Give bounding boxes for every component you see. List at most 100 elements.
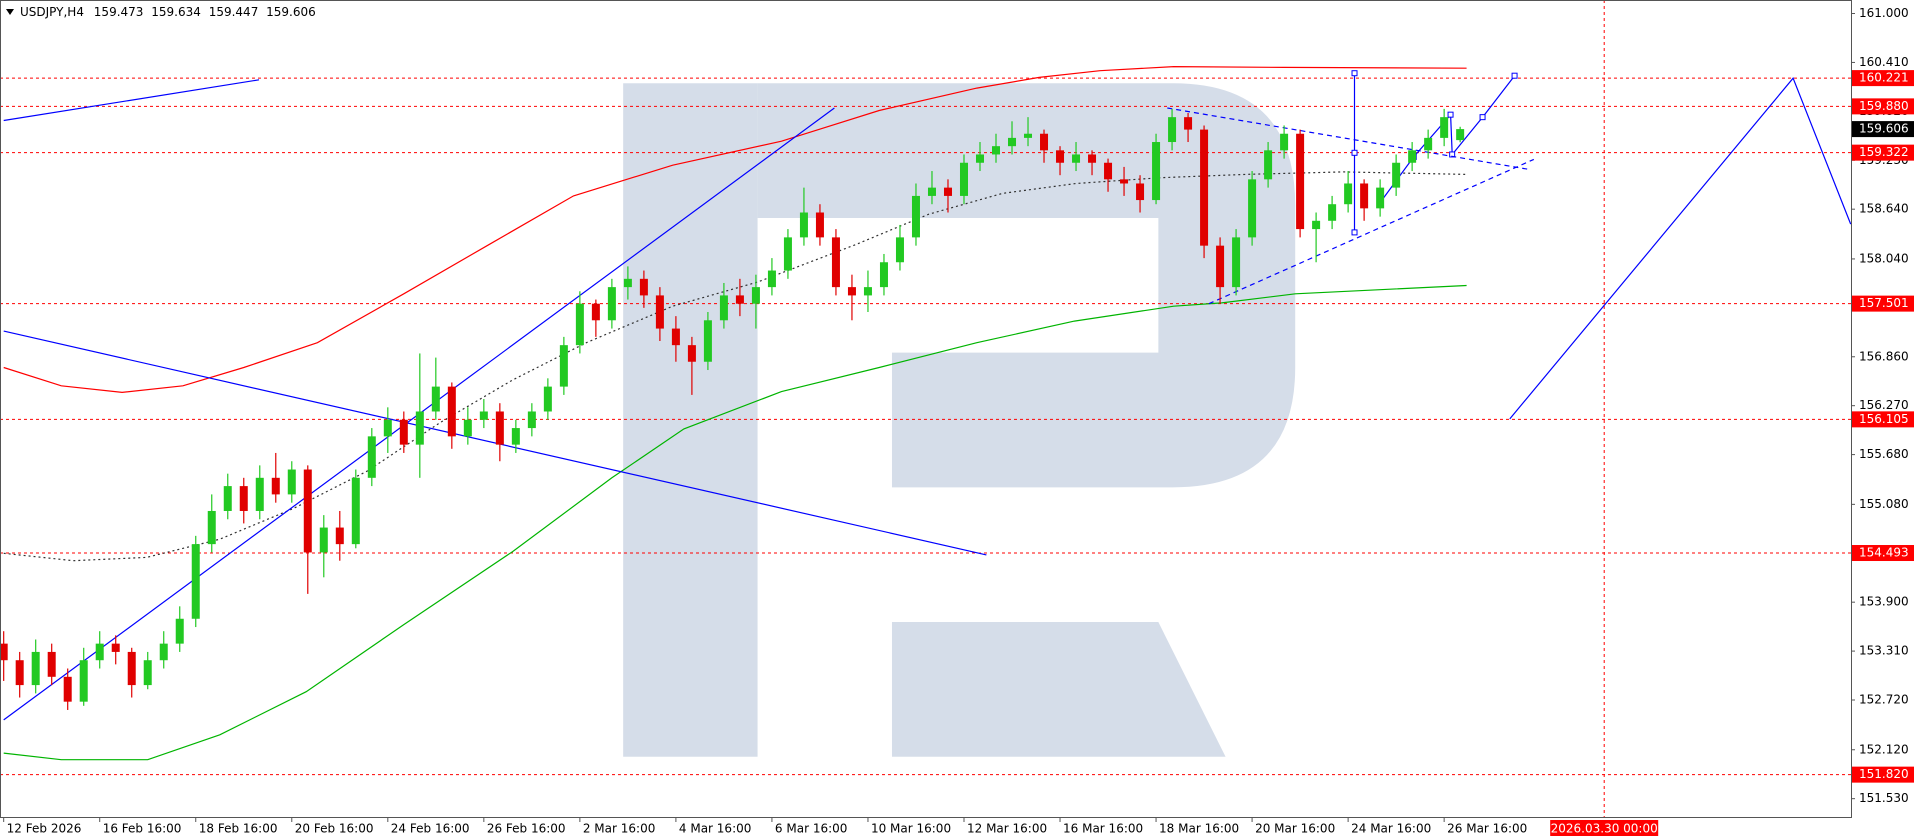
candle-body: [895, 237, 904, 263]
open: 159.473: [94, 5, 144, 19]
candle-body: [31, 651, 40, 686]
candle-body: [223, 486, 232, 511]
level-label-box: [1852, 144, 1914, 161]
candle-body: [1216, 245, 1225, 288]
price-label-box: [1852, 121, 1914, 138]
close: 159.606: [266, 5, 316, 19]
candle-body: [175, 618, 184, 644]
high: 159.634: [151, 5, 201, 19]
candle-body: [1184, 117, 1193, 130]
price-label: 159.606: [1859, 122, 1909, 136]
candle-body: [1120, 179, 1129, 184]
x-tick-label: 18 Feb 16:00: [199, 822, 278, 836]
candle-body: [1088, 154, 1097, 163]
candle-body: [95, 643, 104, 661]
x-tick-label: 16 Feb 16:00: [103, 822, 182, 836]
line-anchor: [1511, 72, 1518, 79]
time-marker-box: [1550, 820, 1659, 836]
candle-body: [239, 486, 248, 511]
y-tick-label: 161.000: [1859, 6, 1909, 20]
candle-body: [799, 212, 808, 238]
candle-body: [143, 660, 152, 686]
x-tick-label: 20 Feb 16:00: [295, 822, 374, 836]
candle-body: [511, 428, 520, 445]
level-label-box: [1852, 295, 1914, 312]
level-label: 151.820: [1859, 767, 1909, 781]
menu-triangle[interactable]: [6, 9, 14, 15]
candle-body: [847, 287, 856, 296]
candle-body: [527, 411, 536, 429]
candle-body: [943, 187, 952, 196]
level-label: 160.221: [1859, 71, 1909, 85]
candle-body: [1280, 133, 1289, 151]
candle-body: [1104, 162, 1113, 180]
candle-body: [463, 419, 472, 437]
symbol: USDJPY,H4: [20, 5, 84, 19]
candle-body: [287, 469, 296, 495]
candle-body: [1408, 150, 1417, 163]
candle-body: [319, 527, 328, 553]
candle-body: [399, 419, 408, 445]
candle-body: [1136, 183, 1145, 201]
y-tick-label: 156.860: [1859, 349, 1909, 363]
candle-body: [63, 676, 72, 702]
y-tick-label: 152.120: [1859, 742, 1909, 756]
candle-body: [911, 195, 920, 238]
indicator-line: [1509, 77, 1852, 420]
candle-body: [1152, 142, 1161, 201]
candle-body: [1072, 154, 1081, 163]
candle-body: [1312, 220, 1321, 230]
line-anchor: [1351, 229, 1358, 236]
indicator-line: [3, 284, 1467, 761]
level-label-box: [1852, 411, 1914, 428]
candle-body: [1264, 150, 1273, 180]
candle-body: [127, 651, 136, 686]
x-tick-label: 26 Feb 16:00: [487, 822, 566, 836]
candle-body: [383, 419, 392, 437]
time-marker-label: 2026.03.30 00:00: [1551, 822, 1658, 836]
x-tick-label: 6 Mar 16:00: [775, 822, 848, 836]
x-tick-label: 16 Mar 16:00: [1063, 822, 1143, 836]
candle-body: [1168, 117, 1177, 143]
candle-body: [735, 295, 744, 304]
y-tick-label: 155.080: [1859, 497, 1909, 511]
candle-body: [111, 643, 120, 652]
indicator-line: [3, 79, 260, 122]
candle-body: [1440, 117, 1449, 138]
watermark-logo: [623, 83, 1296, 757]
level-label: 159.322: [1859, 145, 1909, 159]
candle-body: [415, 411, 424, 445]
level-label-box: [1852, 766, 1914, 783]
candle-body: [1296, 133, 1305, 230]
candle-body: [687, 345, 696, 362]
candle-body: [783, 237, 792, 271]
line-anchor: [1351, 70, 1358, 77]
candle-body: [1392, 162, 1401, 188]
x-tick-label: 4 Mar 16:00: [679, 822, 752, 836]
candle-body: [271, 477, 280, 495]
level-label: 154.493: [1859, 546, 1909, 560]
candle-body: [79, 660, 88, 702]
candle-body: [1008, 137, 1017, 147]
level-label-box: [1852, 98, 1914, 115]
indicator-line: [3, 330, 987, 556]
y-tick-label: 158.040: [1859, 251, 1909, 265]
chart-header: USDJPY,H4 159.473 159.634 159.447 159.60…: [20, 5, 316, 19]
level-label: 159.880: [1859, 99, 1909, 113]
indicator-line: [3, 65, 1467, 394]
candle-body: [703, 320, 712, 362]
candle-body: [639, 278, 648, 296]
candle-body: [495, 411, 504, 445]
y-tick-label: 152.720: [1859, 693, 1909, 707]
candle-body: [863, 287, 872, 296]
candle-body: [815, 212, 824, 238]
candle-body: [992, 146, 1001, 155]
indicator-line: [1379, 75, 1516, 203]
candle-body: [191, 544, 200, 619]
y-tick-label: 156.270: [1859, 398, 1909, 412]
candle-body: [15, 660, 24, 686]
candle-body: [1328, 204, 1337, 221]
candle-body: [671, 328, 680, 346]
y-tick-label: 158.640: [1859, 202, 1909, 216]
